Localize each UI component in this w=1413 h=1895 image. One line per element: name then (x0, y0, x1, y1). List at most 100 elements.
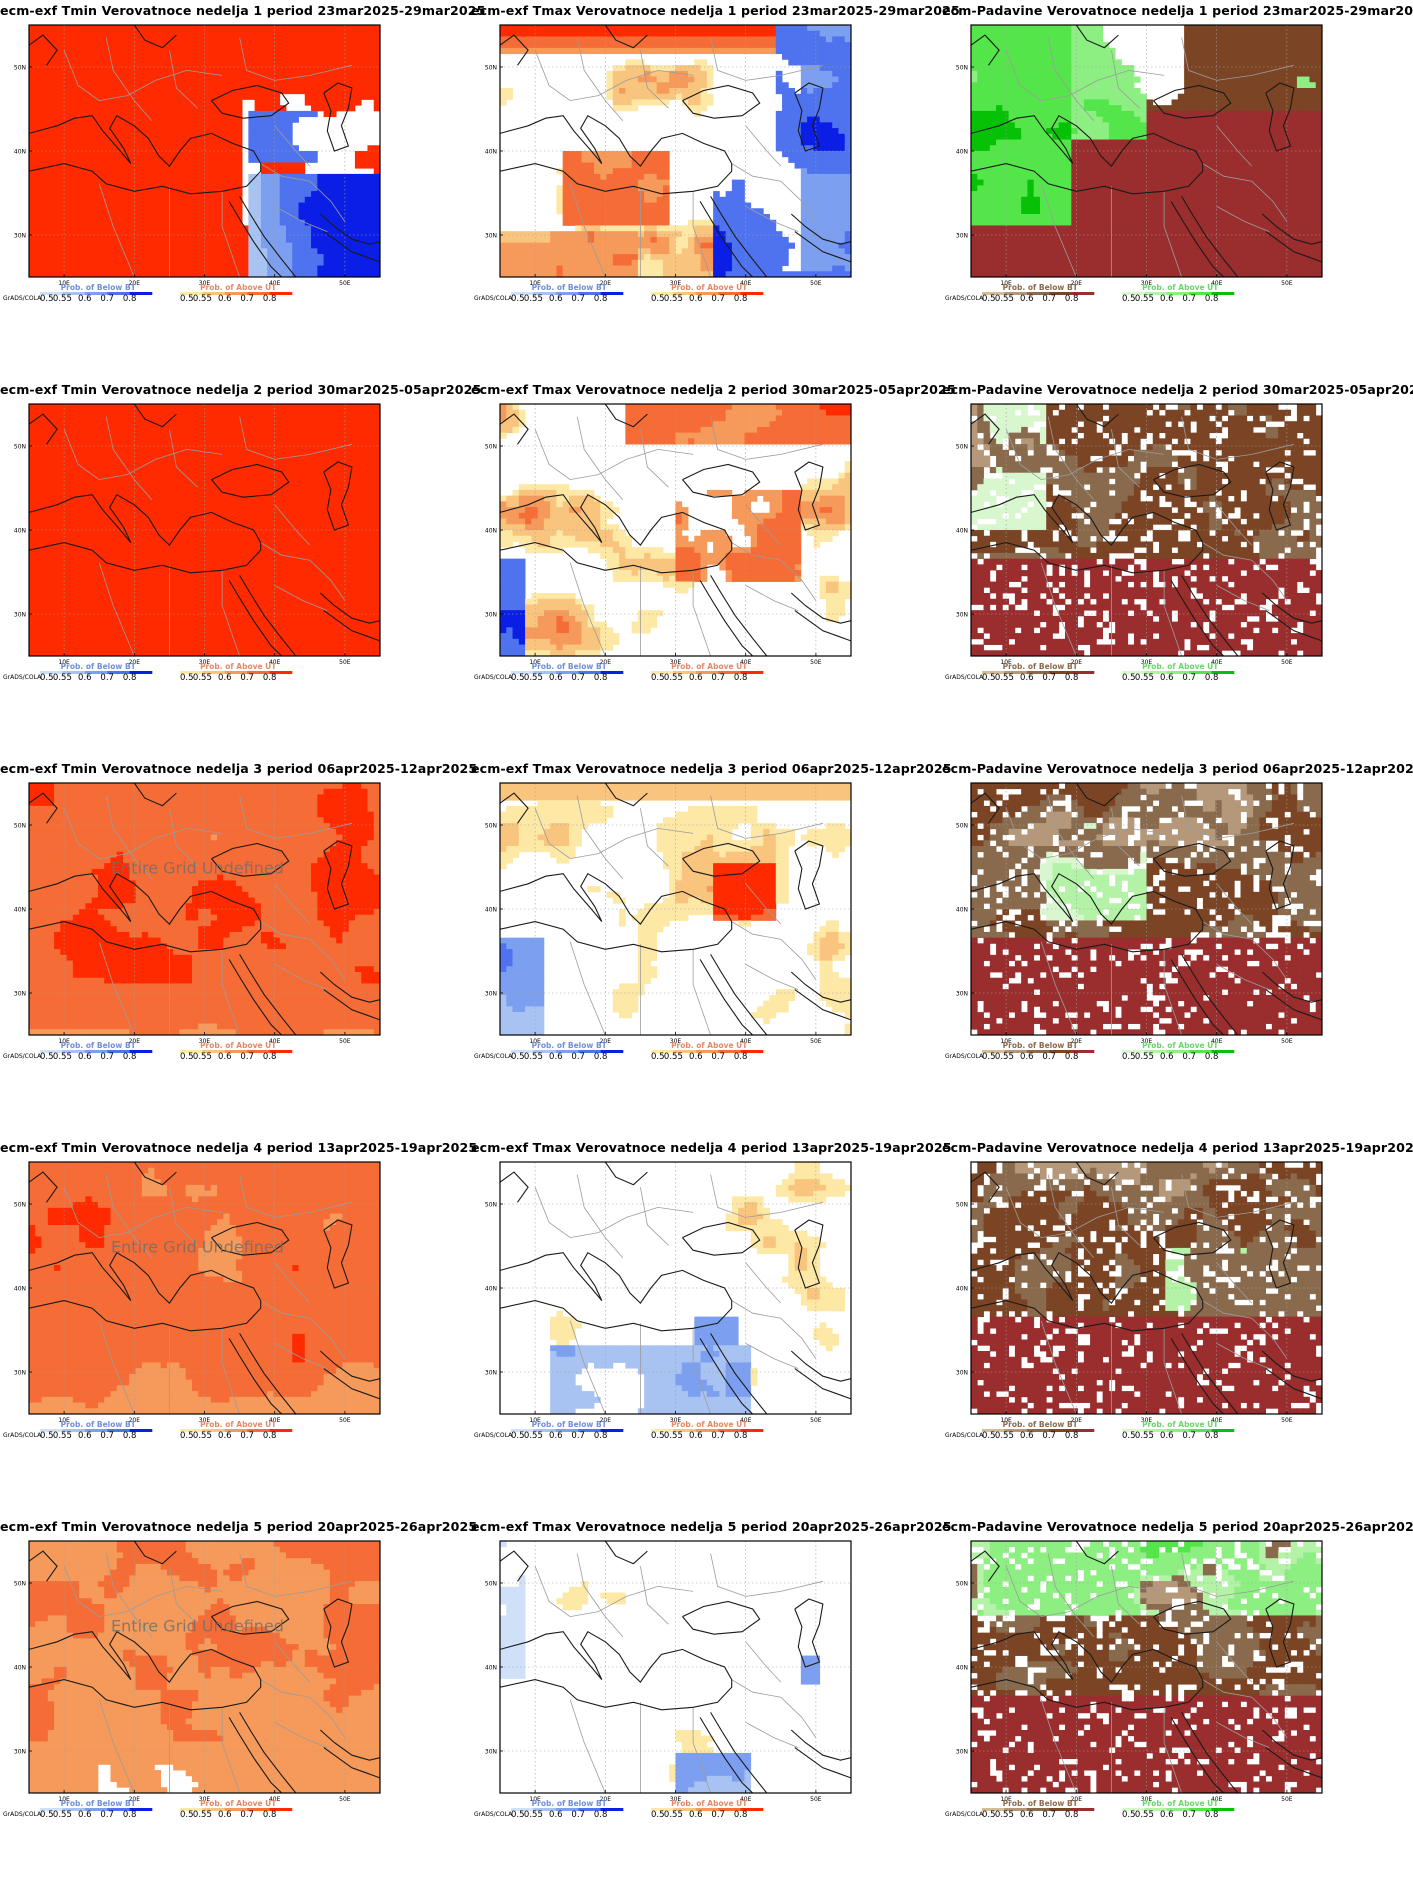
colorbar-value: 0.7 (571, 294, 585, 304)
colorbar-swatch (269, 1050, 293, 1053)
colorbar-swatch (695, 1050, 719, 1053)
colorbar: Prob. of Below BT 0.5 0.55 0.6 0.7 0.8 (40, 283, 153, 304)
colorbar-value: 0.8 (263, 1052, 277, 1062)
lon-tick-label: 10E (1000, 280, 1012, 287)
lon-tick-label: 20E (129, 659, 141, 666)
lat-tick-label: 30N (14, 612, 26, 619)
colorbar-title: Prob. of Above UT (671, 1799, 748, 1808)
panel-title: ecm-exf Tmin Verovatnoce nedelja 4 perio… (0, 1140, 477, 1155)
lat-tick-label: 50N (485, 1581, 497, 1588)
colorbar: Prob. of Below BT 0.5 0.55 0.6 0.7 0.8 (982, 1420, 1095, 1441)
lon-tick-label: 40E (1211, 1796, 1223, 1803)
lat-tick-label: 40N (956, 1665, 968, 1672)
probability-field (500, 25, 851, 277)
colorbar-value: 0.7 (571, 1431, 585, 1441)
colorbar-value: 0.55 (1135, 1810, 1154, 1820)
colorbar-value: 0.55 (1135, 1052, 1154, 1062)
colorbar-swatch (740, 292, 764, 295)
undefined-grid-label: Entire Grid Undefined (111, 859, 284, 878)
lat-tick-label: 40N (956, 528, 968, 535)
lon-tick-label: 20E (600, 1796, 612, 1803)
colorbar-value: 0.5 (651, 1052, 665, 1062)
colorbar-value: 0.6 (1020, 1052, 1034, 1062)
colorbar-value: 0.55 (524, 294, 543, 304)
colorbar-swatch (1189, 1429, 1212, 1432)
colorbar-value: 0.55 (193, 1052, 212, 1062)
colorbar-swatch (1049, 1808, 1072, 1811)
colorbar-swatch (1144, 671, 1168, 674)
colorbar-swatch (180, 1808, 203, 1811)
colorbar-swatch (129, 1808, 153, 1811)
colorbar-value: 0.5 (651, 673, 665, 683)
grads-credit: GrADS/COLA (945, 674, 984, 681)
colorbar-value: 0.8 (1065, 294, 1079, 304)
colorbar-swatch (84, 1808, 108, 1811)
colorbar-value: 0.55 (524, 673, 543, 683)
lon-tick-label: 30E (670, 280, 682, 287)
lon-tick-label: 30E (199, 1038, 211, 1045)
colorbar-swatch (62, 1808, 86, 1811)
grads-credit: GrADS/COLA (474, 1432, 513, 1439)
colorbar-value: 0.8 (594, 1810, 608, 1820)
colorbar-value: 0.7 (100, 1431, 114, 1441)
colorbar-swatch (1211, 1429, 1235, 1432)
colorbar-swatch (129, 671, 153, 674)
lon-tick-label: 50E (1281, 1796, 1293, 1803)
lon-tick-label: 30E (199, 280, 211, 287)
colorbar-swatch (1026, 292, 1050, 295)
colorbar-value: 0.5 (180, 673, 194, 683)
grads-credit: GrADS/COLA (474, 295, 513, 302)
colorbar-value: 0.8 (123, 294, 137, 304)
colorbar-value: 0.6 (78, 1810, 92, 1820)
lon-tick-label: 50E (810, 1038, 822, 1045)
lat-tick-label: 40N (485, 907, 497, 914)
colorbar-value: 0.55 (664, 294, 683, 304)
lon-tick-label: 20E (129, 1417, 141, 1424)
lon-tick-label: 10E (58, 659, 70, 666)
colorbar: Prob. of Above UT 0.5 0.55 0.6 0.7 0.8 (180, 1799, 293, 1820)
colorbar-swatch (224, 1429, 248, 1432)
colorbar-value: 0.8 (734, 673, 748, 683)
colorbar-value: 0.8 (1065, 1052, 1079, 1062)
colorbar-swatch (740, 1050, 764, 1053)
colorbar-value: 0.8 (1065, 1810, 1079, 1820)
colorbar-title: Prob. of Below BT (1003, 1420, 1079, 1429)
lon-tick-label: 40E (740, 1417, 752, 1424)
colorbar-value: 0.5 (651, 1810, 665, 1820)
map-panel-tmax-week-3: ecm-exf Tmax Verovatnoce nedelja 3 perio… (471, 758, 951, 1137)
lat-tick-label: 30N (14, 1749, 26, 1756)
colorbar-value: 0.55 (1135, 1431, 1154, 1441)
colorbar: Prob. of Below BT 0.5 0.55 0.6 0.7 0.8 (40, 1420, 153, 1441)
lon-tick-label: 20E (129, 280, 141, 287)
panel-title: ecm-exf Tmin Verovatnoce nedelja 2 perio… (0, 382, 481, 397)
lat-tick-label: 40N (14, 1665, 26, 1672)
lat-tick-label: 30N (956, 612, 968, 619)
colorbar-value: 0.6 (1020, 673, 1034, 683)
colorbar-value: 0.55 (524, 1052, 543, 1062)
colorbar-value: 0.5 (40, 1810, 54, 1820)
colorbar-value: 0.6 (1160, 1052, 1174, 1062)
colorbar-swatch (1189, 292, 1212, 295)
colorbar-value: 0.6 (1020, 1810, 1034, 1820)
colorbar-swatch (247, 1050, 270, 1053)
colorbar-swatch (224, 1050, 248, 1053)
probability-field (29, 25, 380, 277)
colorbar-swatch (180, 1429, 203, 1432)
panel-title: ecm-Padavine Verovatnoce nedelja 5 perio… (942, 1519, 1413, 1534)
colorbar-value: 0.8 (734, 1052, 748, 1062)
colorbar-swatch (1144, 1808, 1168, 1811)
colorbar-value: 0.5 (180, 1431, 194, 1441)
colorbar-title: Prob. of Above UT (671, 1420, 748, 1429)
colorbar-title: Prob. of Below BT (532, 1041, 608, 1050)
colorbar-swatch (533, 1808, 557, 1811)
colorbar-title: Prob. of Above UT (200, 662, 277, 671)
lat-tick-label: 30N (956, 1370, 968, 1377)
lat-tick-label: 50N (14, 823, 26, 830)
colorbar-value: 0.7 (1042, 1052, 1056, 1062)
colorbar-value: 0.6 (218, 294, 232, 304)
colorbar-swatch (1026, 1050, 1050, 1053)
colorbar-swatch (555, 1429, 579, 1432)
